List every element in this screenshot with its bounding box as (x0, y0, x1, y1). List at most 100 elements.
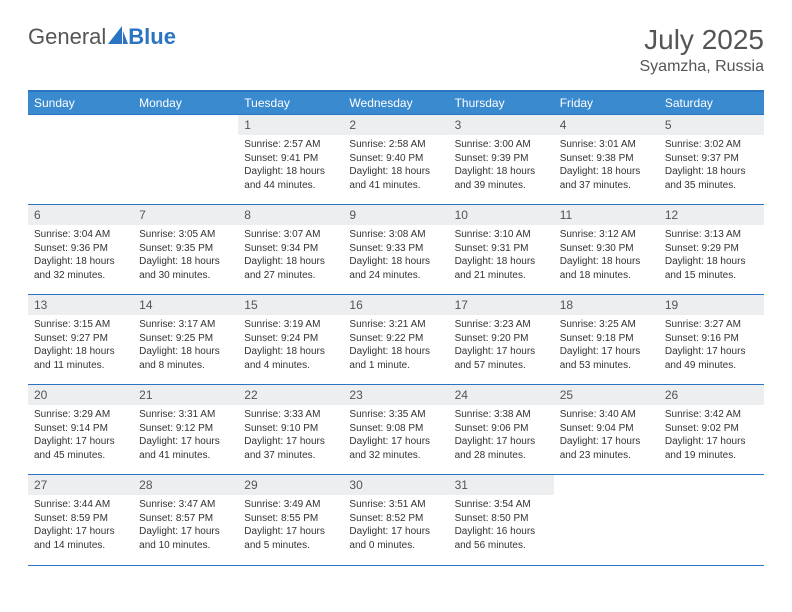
calendar-cell: 20Sunrise: 3:29 AMSunset: 9:14 PMDayligh… (28, 385, 133, 475)
detail-line: Sunrise: 3:13 AM (665, 228, 758, 242)
day-details: Sunrise: 3:51 AMSunset: 8:52 PMDaylight:… (343, 495, 448, 556)
calendar-cell (28, 115, 133, 205)
detail-line: Sunset: 9:10 PM (244, 422, 337, 436)
day-number: 29 (238, 475, 343, 495)
day-number: 12 (659, 205, 764, 225)
detail-line: and 41 minutes. (139, 449, 232, 463)
detail-line: Sunset: 9:22 PM (349, 332, 442, 346)
detail-line: Sunset: 9:37 PM (665, 152, 758, 166)
calendar-cell: 2Sunrise: 2:58 AMSunset: 9:40 PMDaylight… (343, 115, 448, 205)
detail-line: Sunset: 9:35 PM (139, 242, 232, 256)
day-details: Sunrise: 3:31 AMSunset: 9:12 PMDaylight:… (133, 405, 238, 466)
sail-icon (108, 26, 128, 44)
day-number: 26 (659, 385, 764, 405)
detail-line: and 24 minutes. (349, 269, 442, 283)
detail-line: and 56 minutes. (455, 539, 548, 553)
detail-line: Daylight: 18 hours (34, 345, 127, 359)
detail-line: Sunset: 9:08 PM (349, 422, 442, 436)
detail-line: Sunrise: 3:05 AM (139, 228, 232, 242)
detail-line: and 39 minutes. (455, 179, 548, 193)
detail-line: Daylight: 17 hours (244, 435, 337, 449)
calendar-week: 13Sunrise: 3:15 AMSunset: 9:27 PMDayligh… (28, 295, 764, 385)
detail-line: and 30 minutes. (139, 269, 232, 283)
table-bottom-border (28, 565, 764, 566)
calendar-cell: 24Sunrise: 3:38 AMSunset: 9:06 PMDayligh… (449, 385, 554, 475)
detail-line: Sunrise: 2:57 AM (244, 138, 337, 152)
day-details: Sunrise: 3:21 AMSunset: 9:22 PMDaylight:… (343, 315, 448, 376)
detail-line: Daylight: 17 hours (139, 435, 232, 449)
day-number: 9 (343, 205, 448, 225)
day-details: Sunrise: 3:38 AMSunset: 9:06 PMDaylight:… (449, 405, 554, 466)
day-number: 15 (238, 295, 343, 315)
day-number: 2 (343, 115, 448, 135)
detail-line: Sunrise: 3:00 AM (455, 138, 548, 152)
detail-line: Daylight: 18 hours (349, 345, 442, 359)
detail-line: and 45 minutes. (34, 449, 127, 463)
day-number: 19 (659, 295, 764, 315)
day-header: Tuesday (238, 91, 343, 115)
detail-line: Sunset: 9:39 PM (455, 152, 548, 166)
detail-line: Sunrise: 2:58 AM (349, 138, 442, 152)
calendar-cell: 11Sunrise: 3:12 AMSunset: 9:30 PMDayligh… (554, 205, 659, 295)
day-details: Sunrise: 3:07 AMSunset: 9:34 PMDaylight:… (238, 225, 343, 286)
detail-line: and 28 minutes. (455, 449, 548, 463)
day-number: 17 (449, 295, 554, 315)
day-details: Sunrise: 3:42 AMSunset: 9:02 PMDaylight:… (659, 405, 764, 466)
detail-line: and 21 minutes. (455, 269, 548, 283)
day-number: 11 (554, 205, 659, 225)
calendar-cell: 15Sunrise: 3:19 AMSunset: 9:24 PMDayligh… (238, 295, 343, 385)
day-details: Sunrise: 2:58 AMSunset: 9:40 PMDaylight:… (343, 135, 448, 196)
detail-line: and 1 minute. (349, 359, 442, 373)
detail-line: Daylight: 18 hours (244, 165, 337, 179)
detail-line: Sunrise: 3:54 AM (455, 498, 548, 512)
day-details: Sunrise: 3:40 AMSunset: 9:04 PMDaylight:… (554, 405, 659, 466)
detail-line: Sunrise: 3:31 AM (139, 408, 232, 422)
calendar-cell: 21Sunrise: 3:31 AMSunset: 9:12 PMDayligh… (133, 385, 238, 475)
detail-line: and 23 minutes. (560, 449, 653, 463)
detail-line: Daylight: 18 hours (244, 345, 337, 359)
detail-line: Sunset: 9:20 PM (455, 332, 548, 346)
detail-line: and 37 minutes. (560, 179, 653, 193)
detail-line: Daylight: 17 hours (244, 525, 337, 539)
day-number: 3 (449, 115, 554, 135)
detail-line: Sunset: 9:02 PM (665, 422, 758, 436)
day-details: Sunrise: 3:44 AMSunset: 8:59 PMDaylight:… (28, 495, 133, 556)
calendar-cell: 25Sunrise: 3:40 AMSunset: 9:04 PMDayligh… (554, 385, 659, 475)
calendar-week: 6Sunrise: 3:04 AMSunset: 9:36 PMDaylight… (28, 205, 764, 295)
day-details: Sunrise: 3:35 AMSunset: 9:08 PMDaylight:… (343, 405, 448, 466)
logo-text-2: Blue (128, 24, 176, 50)
calendar-cell: 26Sunrise: 3:42 AMSunset: 9:02 PMDayligh… (659, 385, 764, 475)
detail-line: Sunset: 8:50 PM (455, 512, 548, 526)
detail-line: Sunrise: 3:51 AM (349, 498, 442, 512)
detail-line: Daylight: 17 hours (665, 435, 758, 449)
detail-line: Sunrise: 3:27 AM (665, 318, 758, 332)
calendar-cell: 13Sunrise: 3:15 AMSunset: 9:27 PMDayligh… (28, 295, 133, 385)
day-number: 1 (238, 115, 343, 135)
detail-line: Sunset: 9:36 PM (34, 242, 127, 256)
day-details: Sunrise: 2:57 AMSunset: 9:41 PMDaylight:… (238, 135, 343, 196)
detail-line: and 15 minutes. (665, 269, 758, 283)
location: Syamzha, Russia (640, 58, 765, 76)
calendar-cell: 16Sunrise: 3:21 AMSunset: 9:22 PMDayligh… (343, 295, 448, 385)
detail-line: Sunrise: 3:07 AM (244, 228, 337, 242)
calendar-cell: 5Sunrise: 3:02 AMSunset: 9:37 PMDaylight… (659, 115, 764, 205)
detail-line: Daylight: 18 hours (560, 255, 653, 269)
day-number: 20 (28, 385, 133, 405)
detail-line: Sunset: 9:41 PM (244, 152, 337, 166)
detail-line: Sunset: 9:30 PM (560, 242, 653, 256)
detail-line: Daylight: 17 hours (455, 345, 548, 359)
day-header: Sunday (28, 91, 133, 115)
detail-line: Sunset: 9:14 PM (34, 422, 127, 436)
day-details: Sunrise: 3:23 AMSunset: 9:20 PMDaylight:… (449, 315, 554, 376)
day-number: 13 (28, 295, 133, 315)
calendar-week: 1Sunrise: 2:57 AMSunset: 9:41 PMDaylight… (28, 115, 764, 205)
title-block: July 2025 Syamzha, Russia (640, 24, 765, 76)
detail-line: Sunrise: 3:33 AM (244, 408, 337, 422)
detail-line: Sunset: 8:59 PM (34, 512, 127, 526)
detail-line: Sunset: 9:33 PM (349, 242, 442, 256)
detail-line: Sunset: 9:27 PM (34, 332, 127, 346)
day-details: Sunrise: 3:47 AMSunset: 8:57 PMDaylight:… (133, 495, 238, 556)
detail-line: Sunset: 9:04 PM (560, 422, 653, 436)
detail-line: Daylight: 17 hours (139, 525, 232, 539)
detail-line: Sunrise: 3:10 AM (455, 228, 548, 242)
